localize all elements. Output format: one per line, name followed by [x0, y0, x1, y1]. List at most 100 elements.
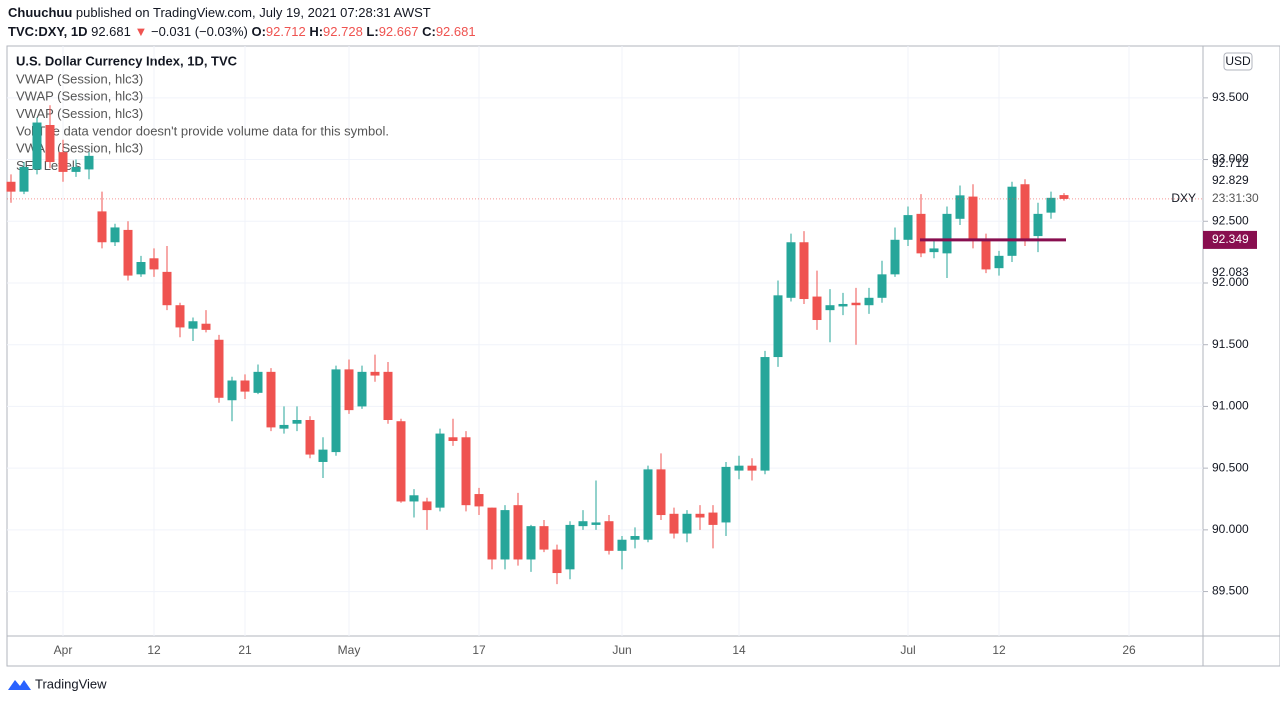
- candle-body: [526, 526, 536, 560]
- y-tick-label: 90.000: [1212, 522, 1249, 536]
- chart-title: U.S. Dollar Currency Index, 1D, TVC: [16, 53, 238, 68]
- candle-body: [266, 371, 276, 428]
- candle-body: [578, 521, 588, 527]
- candle-body: [591, 522, 601, 525]
- candle-body: [942, 213, 952, 254]
- candle-body: [968, 196, 978, 239]
- brand: TradingView: [35, 676, 107, 691]
- candle-body: [175, 305, 185, 328]
- y-tick-label: 93.500: [1212, 90, 1249, 104]
- candle-body: [292, 419, 302, 424]
- candle-body: [162, 271, 172, 306]
- legend-entry: VWAP (Session, hlc3): [16, 89, 143, 104]
- o-value: 92.712: [265, 24, 306, 39]
- arrow: ▼: [134, 24, 148, 39]
- candle-body: [669, 513, 679, 534]
- x-tick-label: 12: [992, 643, 1006, 657]
- header-line-2: TVC:DXY, 1D 92.681 ▼ −0.031 (−0.03%) O:9…: [8, 24, 476, 39]
- candle-body: [994, 255, 1004, 269]
- candle-body: [396, 421, 406, 502]
- c-value: 92.681: [435, 24, 476, 39]
- published: published on TradingView.com, July 19, 2…: [75, 5, 431, 20]
- candle-body: [682, 513, 692, 534]
- candle-body: [357, 371, 367, 407]
- y-tick-label: 90.500: [1212, 460, 1249, 474]
- candle-body: [630, 536, 640, 540]
- candle-body: [955, 195, 965, 219]
- candle-body: [188, 321, 198, 329]
- candle-body: [708, 512, 718, 525]
- legend-entry: VWAP (Session, hlc3): [16, 141, 143, 156]
- candle-body: [136, 262, 146, 275]
- candle-body: [32, 122, 42, 170]
- candle-body: [500, 510, 510, 560]
- x-tick-label: Jun: [612, 643, 631, 657]
- candle-body: [318, 449, 328, 462]
- x-tick-label: 14: [732, 643, 746, 657]
- currency: USD: [1225, 54, 1251, 68]
- l-value: 92.667: [378, 24, 419, 39]
- x-tick-label: Apr: [54, 643, 73, 657]
- candle-body: [851, 302, 861, 306]
- candle-body: [19, 166, 29, 192]
- level-label: 92.349: [1212, 232, 1249, 246]
- candle-body: [435, 433, 445, 508]
- candle-body: [383, 371, 393, 420]
- candle-body: [721, 466, 731, 523]
- candle-body: [1059, 195, 1069, 199]
- candle-body: [331, 369, 341, 453]
- candle-body: [448, 437, 458, 441]
- candle-body: [344, 369, 354, 411]
- pane-frame: [6, 45, 1280, 667]
- candle-body: [110, 227, 120, 243]
- candle-body: [747, 465, 757, 471]
- candle-body: [565, 524, 575, 570]
- y-tick-label: 92.500: [1212, 213, 1249, 227]
- candle-body: [916, 213, 926, 254]
- candle-body: [279, 424, 289, 429]
- symbol: TVC:DXY, 1D: [8, 24, 88, 39]
- candle-body: [799, 242, 809, 300]
- candle-body: [903, 215, 913, 240]
- legend-entry: Vol The data vendor doesn't provide volu…: [16, 123, 389, 138]
- candle-body: [370, 371, 380, 376]
- currency-box: [1223, 52, 1253, 71]
- candle-body: [825, 305, 835, 311]
- l-key: L:: [366, 24, 379, 39]
- candle-body: [617, 539, 627, 551]
- header-line-1: Chuuchuu published on TradingView.com, J…: [8, 5, 431, 20]
- legend-entry: VWAP (Session, hlc3): [16, 106, 143, 121]
- candle-body: [812, 296, 822, 321]
- change: −0.031 (−0.03%): [150, 24, 248, 39]
- candle-body: [422, 501, 432, 511]
- h-key: H:: [309, 24, 324, 39]
- candle-body: [253, 371, 263, 393]
- x-tick-label: 17: [472, 643, 486, 657]
- y-tick-label: 93.000: [1212, 152, 1249, 166]
- x-tick-label: 12: [147, 643, 161, 657]
- price-label: 92.712: [1212, 156, 1249, 170]
- o-key: O:: [251, 24, 266, 39]
- candle-body: [97, 211, 107, 243]
- candle-body: [84, 155, 94, 170]
- candle-body: [123, 229, 133, 276]
- candle-body: [552, 549, 562, 574]
- y-tick-label: 91.500: [1212, 337, 1249, 351]
- candle-body: [227, 380, 237, 401]
- candle-body: [864, 297, 874, 306]
- c-key: C:: [422, 24, 436, 39]
- candle-body: [734, 465, 744, 471]
- candle-body: [149, 258, 159, 270]
- candle-body: [58, 152, 68, 172]
- candle-body: [214, 339, 224, 398]
- candle-body: [1007, 186, 1017, 256]
- price-label: 92.829: [1212, 173, 1249, 187]
- y-tick-label: 92.000: [1212, 275, 1249, 289]
- candle-body: [474, 494, 484, 507]
- candle-body: [461, 437, 471, 506]
- candle-body: [786, 242, 796, 298]
- legend-entry: VWAP (Session, hlc3): [16, 71, 143, 86]
- candle-body: [240, 380, 250, 392]
